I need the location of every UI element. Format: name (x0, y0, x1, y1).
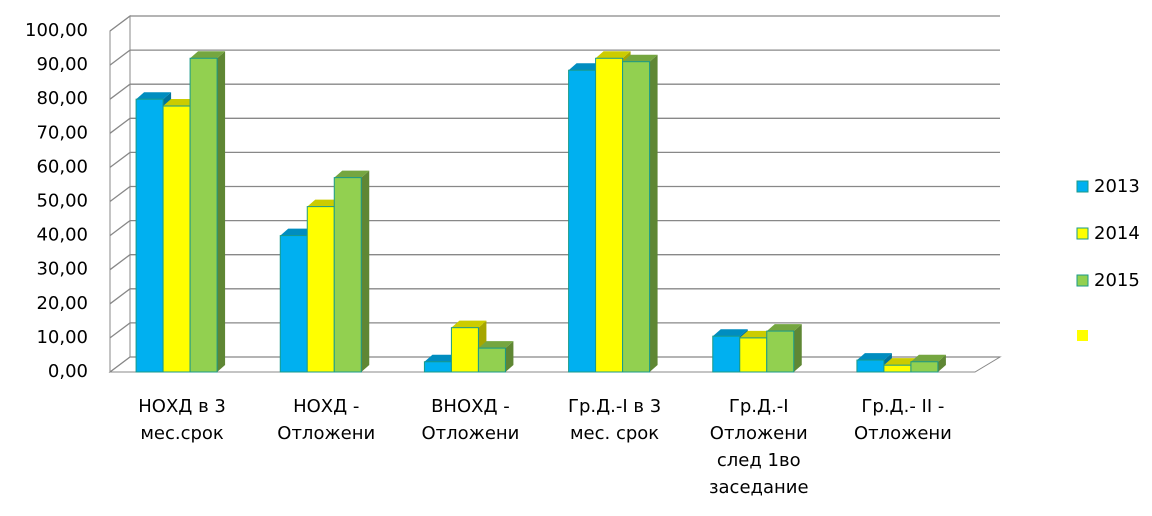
grid-line (109, 185, 1000, 203)
bar-top (766, 324, 802, 332)
bar-front (910, 361, 939, 373)
bar-front (712, 335, 741, 373)
bar-front (739, 337, 768, 373)
grid-line (109, 151, 1000, 168)
bar-side (505, 341, 514, 372)
bar-top (424, 354, 460, 362)
grid-line (109, 254, 1000, 271)
x-tick-label: НОХД в 3 мес.срок (138, 396, 226, 444)
bar-front (450, 327, 479, 373)
legend-swatch (1076, 274, 1089, 287)
bar-top (856, 353, 892, 361)
y-tick-label: 10,00 (36, 327, 88, 348)
bar-front (279, 235, 308, 373)
bar-front (595, 57, 624, 373)
bar-top (568, 63, 604, 71)
bar-top (478, 341, 514, 349)
bar-front (189, 57, 218, 373)
bar-top (595, 51, 631, 59)
y-tick-label: 20,00 (36, 293, 88, 314)
x-tick-label: НОХД - Отложени (277, 396, 376, 444)
legend-swatch (1077, 330, 1088, 341)
legend-swatch (1076, 227, 1089, 240)
bar-top (451, 320, 487, 328)
grid-line (109, 49, 1000, 66)
grid-line (109, 15, 1000, 32)
bar-side (793, 324, 802, 372)
grid-line (109, 288, 1000, 305)
y-tick-label: 50,00 (36, 191, 88, 212)
grid-line (109, 356, 1000, 373)
bar (910, 354, 946, 373)
bar-top (739, 330, 775, 338)
bar (766, 324, 802, 373)
bar-side (649, 54, 658, 372)
x-tick-label: ВНОХД - Отложени (421, 396, 520, 444)
grid-line (109, 117, 1000, 134)
bar-front (477, 347, 506, 373)
x-tick-label: Гр.Д.- II - Отложени (853, 396, 952, 444)
bar (477, 341, 514, 373)
grid-line (109, 219, 1000, 237)
bar-front (135, 98, 164, 373)
bar-front (162, 105, 191, 373)
grid-line (109, 322, 1000, 339)
y-tick-label: 30,00 (36, 259, 88, 280)
bar-front (766, 330, 795, 373)
y-tick-label: 70,00 (36, 122, 88, 143)
bar-top (136, 92, 172, 100)
legend-label: 2014 (1094, 223, 1140, 244)
bar-top (334, 170, 370, 178)
bar-front (622, 61, 651, 373)
bar-top (622, 54, 658, 62)
bar-front (856, 359, 885, 373)
bar-top (307, 199, 343, 207)
bar-front (423, 361, 452, 373)
grid-line (109, 83, 1000, 100)
bar-top (910, 354, 946, 362)
bar-front (568, 69, 597, 373)
bar-front (333, 177, 362, 373)
y-tick-label: 100,00 (25, 20, 88, 41)
bar-top (883, 358, 919, 366)
bar-front (883, 364, 912, 373)
y-tick-label: 80,00 (36, 88, 88, 109)
legend-swatch (1076, 180, 1089, 193)
bar (622, 54, 658, 373)
bar-side (361, 170, 370, 372)
bar (333, 170, 370, 373)
bar-top (163, 99, 199, 107)
bar (189, 51, 226, 373)
bar-top (190, 51, 226, 59)
bar-top (712, 329, 748, 337)
x-tick-label: Гр.Д.-I в 3 мес. срок (567, 396, 662, 444)
y-tick-label: 90,00 (36, 54, 88, 75)
legend-label: 2013 (1094, 176, 1140, 197)
bar-side (937, 354, 946, 372)
bar-top (280, 228, 316, 236)
y-tick-label: 60,00 (36, 156, 88, 177)
x-tick-label: Гр.Д.-I Отложени след 1во заседание (708, 396, 809, 498)
bar-front (306, 206, 335, 373)
legend-label: 2015 (1094, 270, 1140, 291)
y-tick-label: 0,00 (48, 361, 88, 382)
bar-side (217, 51, 226, 372)
y-tick-label: 40,00 (36, 225, 88, 246)
